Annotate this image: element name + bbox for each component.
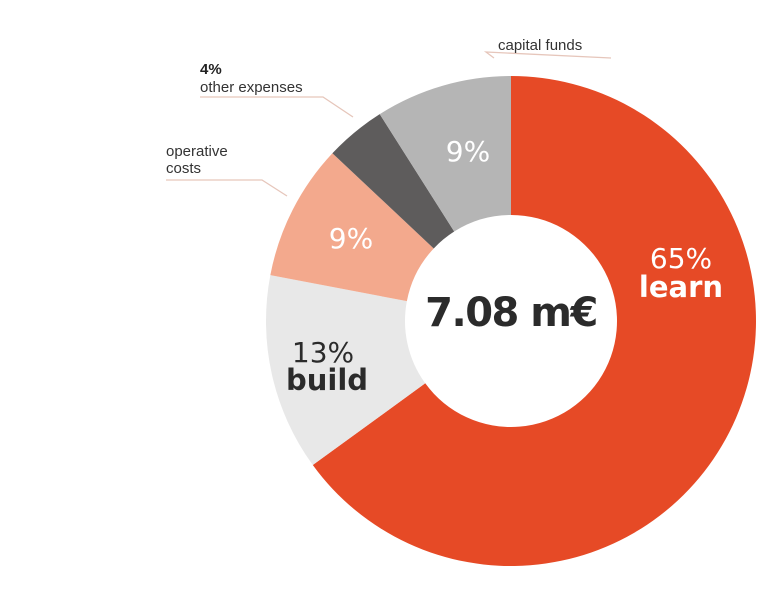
- donut-slices: [266, 76, 756, 567]
- slice-learn: [312, 76, 756, 567]
- leader-capital-funds: [483, 51, 612, 59]
- slice-build: [266, 275, 426, 466]
- callout-capital-funds: capital funds: [498, 37, 582, 54]
- slice-label-learn-name: learn: [639, 270, 723, 304]
- callout-other-expenses: other expenses: [200, 79, 303, 96]
- callout-leader-lines: [166, 51, 612, 197]
- slice-capital-funds: [379, 76, 511, 232]
- leader-operative-costs: [166, 179, 288, 197]
- slice-operative-costs: [270, 153, 434, 302]
- callout-operative: operative: [166, 143, 228, 160]
- slice-label-build-name: build: [286, 363, 368, 397]
- callout-other-expenses-percent: 4%: [200, 61, 222, 78]
- slice-other-expenses: [332, 114, 455, 249]
- slice-label-learn-percent: 65%: [650, 242, 712, 275]
- slice-label-operative-percent: 9%: [329, 222, 373, 255]
- slice-label-build-percent: 13%: [292, 336, 354, 369]
- callout-costs: costs: [166, 160, 201, 177]
- leader-other-expenses: [200, 96, 354, 118]
- total-amount-label: 7.08 m€: [425, 290, 597, 336]
- slice-label-capital-percent: 9%: [446, 135, 490, 168]
